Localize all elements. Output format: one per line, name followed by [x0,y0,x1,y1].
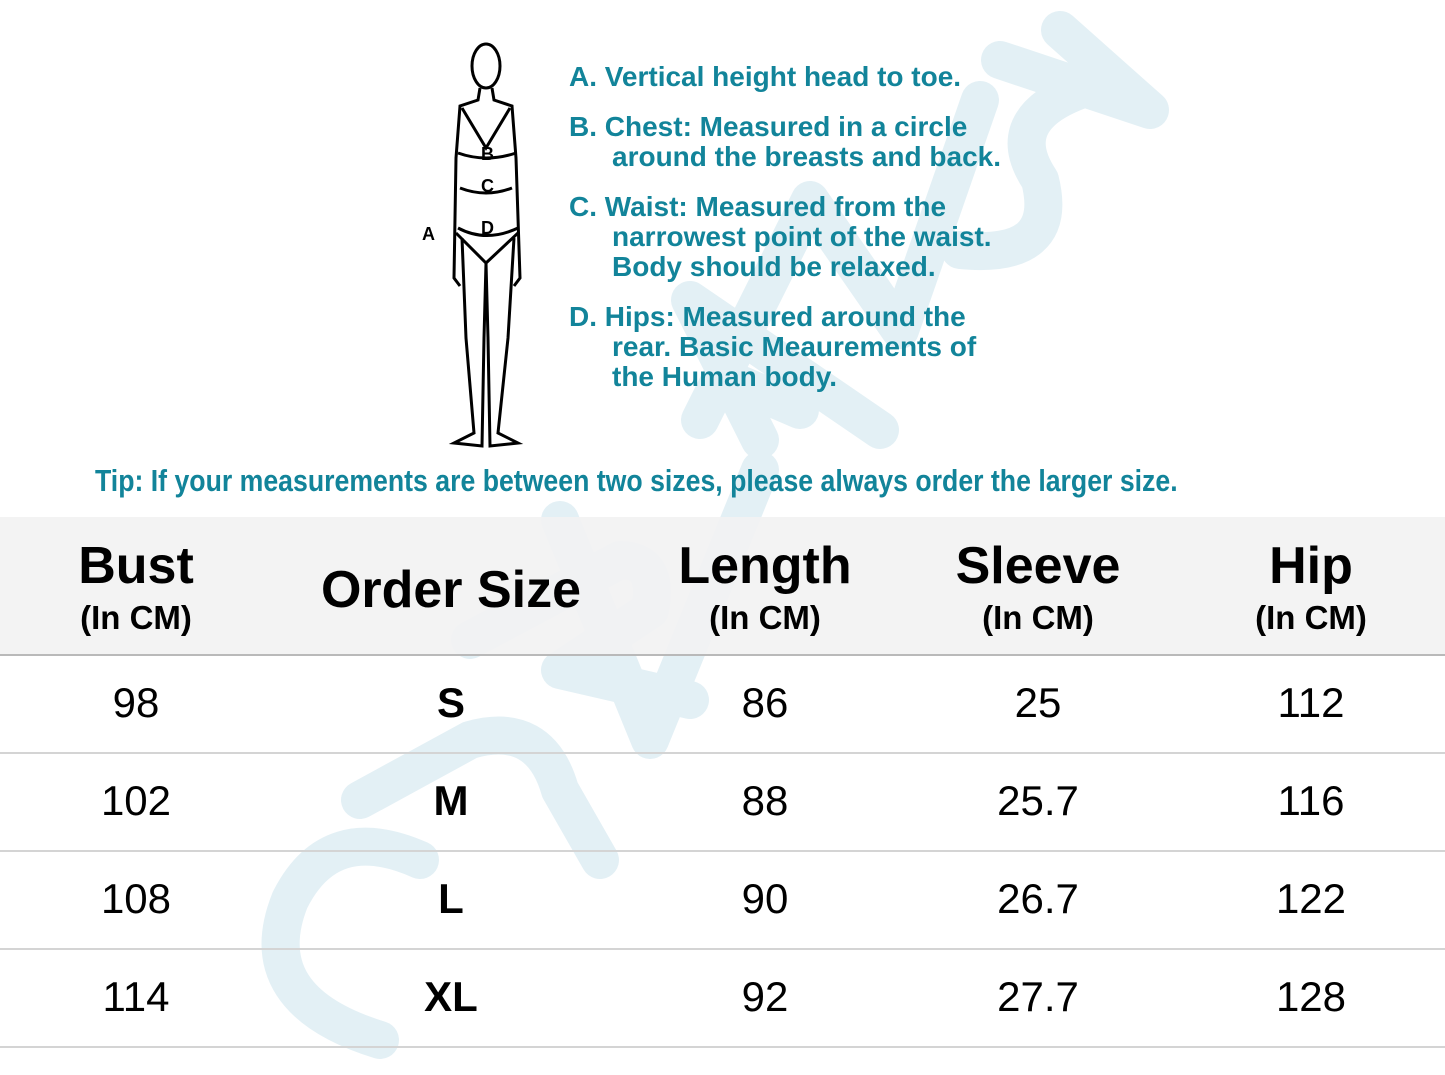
header-main: Length [678,537,852,595]
sizing-tip: Tip: If your measurements are between tw… [95,463,1178,498]
cell-bust: 102 [100,777,172,824]
measurement-instructions: A. Vertical height head to toe. B. Chest… [569,62,1001,412]
header-main: Hip [1269,537,1353,595]
header-bust: Bust (In CM) [6,537,266,638]
cell-hip: 112 [1277,679,1345,726]
figure-label-a: A [422,224,435,244]
cell-size: M [433,777,469,824]
header-main: Sleeve [955,537,1121,595]
instruction-text: narrowest point of the waist. [612,221,992,252]
instruction-text: the Human body. [612,361,838,392]
cell-length: 90 [741,875,789,922]
cell-bust: 98 [112,679,160,726]
cell-bust: 114 [102,973,170,1020]
figure-label-c: C [481,176,494,196]
cell-size: XL [424,973,478,1020]
instruction-c: C. Waist: Measured from the narrowest po… [569,192,1001,282]
figure-label-d: D [481,218,494,238]
cell-sleeve: 25.7 [997,777,1079,824]
instruction-text: Body should be relaxed. [612,251,936,282]
cell-length: 88 [741,777,789,824]
table-row: 102 M 88 25.7 116 [0,754,1445,852]
header-main: Order Size [320,561,582,619]
cell-sleeve: 26.7 [997,875,1079,922]
cell-bust: 108 [100,875,172,922]
header-unit: (In CM) [1255,599,1367,636]
header-unit: (In CM) [80,599,192,636]
header-order-size: Order Size [271,561,631,619]
cell-sleeve: 27.7 [997,973,1079,1020]
cell-length: 86 [741,679,789,726]
instruction-b: B. Chest: Measured in a circle around th… [569,112,1001,172]
body-measurement-figure: B C D A [422,42,524,448]
header-unit: (In CM) [982,599,1094,636]
figure-label-b: B [481,144,494,164]
table-row: 98 S 86 25 112 [0,656,1445,754]
header-main: Bust [78,537,194,595]
cell-sleeve: 25 [1014,679,1062,726]
instruction-d: D. Hips: Measured around the rear. Basic… [569,302,1001,392]
cell-size: S [436,679,465,726]
instruction-text: around the breasts and back. [612,141,1001,172]
cell-hip: 128 [1275,973,1347,1020]
header-hip: Hip (In CM) [1181,537,1441,638]
header-unit: (In CM) [709,599,821,636]
instruction-a: A. Vertical height head to toe. [569,62,1001,92]
cell-hip: 116 [1277,777,1345,824]
instruction-text: D. Hips: Measured around the [569,301,966,332]
instruction-text: B. Chest: Measured in a circle [569,111,968,142]
cell-length: 92 [741,973,789,1020]
instruction-text: rear. Basic Meaurements of [612,331,977,362]
size-table: Bust (In CM) Order Size Length (In CM) S… [0,517,1445,1048]
table-header: Bust (In CM) Order Size Length (In CM) S… [0,517,1445,656]
instruction-text: A. Vertical height head to toe. [569,61,962,92]
table-row: 114 XL 92 27.7 128 [0,950,1445,1048]
instruction-text: C. Waist: Measured from the [569,191,947,222]
header-length: Length (In CM) [635,537,895,638]
cell-hip: 122 [1275,875,1347,922]
header-sleeve: Sleeve (In CM) [908,537,1168,638]
table-row: 108 L 90 26.7 122 [0,852,1445,950]
cell-size: L [438,875,464,922]
